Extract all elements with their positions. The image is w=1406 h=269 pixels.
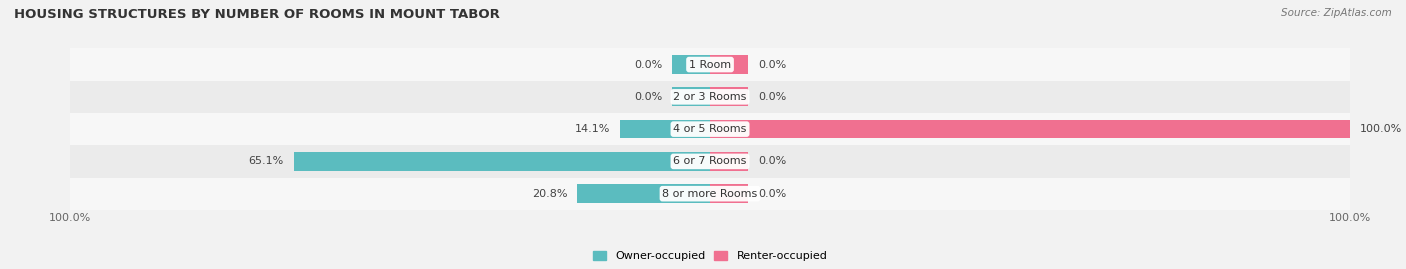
Text: 6 or 7 Rooms: 6 or 7 Rooms [673,156,747,167]
Legend: Owner-occupied, Renter-occupied: Owner-occupied, Renter-occupied [588,246,832,266]
Bar [710,87,748,106]
Bar [70,178,1350,210]
Text: 1 Room: 1 Room [689,59,731,70]
Bar [710,120,1350,139]
Text: 0.0%: 0.0% [758,92,786,102]
Text: 0.0%: 0.0% [634,59,662,70]
Text: 14.1%: 14.1% [575,124,610,134]
Bar [710,184,748,203]
Text: 65.1%: 65.1% [249,156,284,167]
Text: Source: ZipAtlas.com: Source: ZipAtlas.com [1281,8,1392,18]
Text: 0.0%: 0.0% [758,156,786,167]
Bar [70,81,1350,113]
Bar [672,55,710,74]
Bar [710,152,748,171]
Text: 20.8%: 20.8% [531,189,568,199]
Bar [70,113,1350,145]
Text: HOUSING STRUCTURES BY NUMBER OF ROOMS IN MOUNT TABOR: HOUSING STRUCTURES BY NUMBER OF ROOMS IN… [14,8,501,21]
Text: 100.0%: 100.0% [1360,124,1402,134]
Bar [294,152,710,171]
Bar [710,55,748,74]
Text: 0.0%: 0.0% [758,59,786,70]
Bar [576,184,710,203]
Text: 0.0%: 0.0% [758,189,786,199]
Bar [620,120,710,139]
Bar [70,48,1350,81]
Text: 8 or more Rooms: 8 or more Rooms [662,189,758,199]
Text: 2 or 3 Rooms: 2 or 3 Rooms [673,92,747,102]
Bar [70,145,1350,178]
Text: 0.0%: 0.0% [634,92,662,102]
Bar [672,87,710,106]
Text: 4 or 5 Rooms: 4 or 5 Rooms [673,124,747,134]
